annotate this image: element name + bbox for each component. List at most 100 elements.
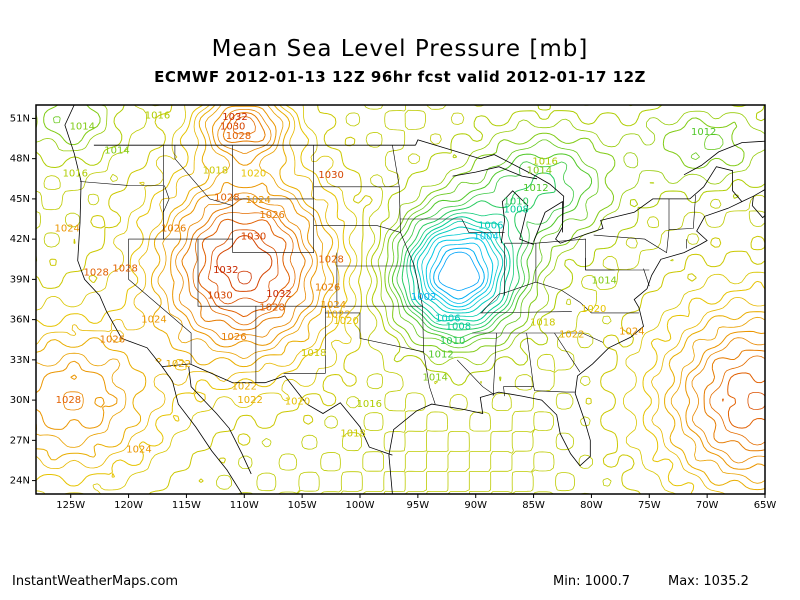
isobar-label-48: 1008: [446, 321, 471, 332]
pacific-coastline: [64, 105, 243, 494]
isobar-label-8: 1020: [241, 168, 266, 179]
isobar-label-13: 1030: [241, 232, 266, 243]
lat-tick-label-4: 39N: [10, 274, 30, 285]
isobar-1019: [36, 105, 765, 494]
isobar-1015: [36, 105, 765, 366]
isobar-label-1: 1016: [145, 111, 170, 122]
isobar-label-19: 1028: [318, 254, 343, 265]
lat-tick-label-6: 33N: [10, 355, 30, 366]
isobar-label-46: 1002: [411, 292, 436, 303]
isobar-label-57: 1024: [619, 327, 644, 338]
state-border-27: [585, 257, 615, 271]
isobar-label-50: 1012: [428, 350, 453, 361]
isobar-label-5: 1014: [104, 146, 129, 157]
max-pressure-label: Max: 1035.2: [668, 574, 749, 589]
isobar-label-41: 1012: [523, 183, 548, 194]
lake-michigan: [500, 190, 534, 245]
isobar-label-34: 1020: [285, 396, 310, 407]
lon-tick-label-11: 70W: [696, 500, 719, 511]
gulf-of-california-coast: [188, 366, 252, 475]
isobar-1003: [429, 242, 489, 304]
isobar-label-17: 1028: [112, 264, 137, 275]
isobar-1012: [391, 153, 593, 344]
lon-tick-label-9: 80W: [580, 500, 603, 511]
state-border-0: [128, 145, 192, 364]
isobar-label-30: 1022: [166, 359, 191, 370]
isobar-1004: [425, 237, 494, 308]
lon-tick-label-2: 115W: [172, 500, 201, 511]
isobar-1018: [36, 105, 765, 494]
lat-tick-label-2: 45N: [10, 194, 30, 205]
state-border-1: [79, 181, 164, 186]
isobar-label-22: 1032: [266, 289, 291, 300]
lat-tick-label-1: 48N: [10, 154, 30, 165]
lon-tick-label-7: 90W: [464, 500, 487, 511]
map-title: Mean Sea Level Pressure [mb]: [211, 36, 589, 62]
isobar-1005: [421, 232, 499, 311]
isobar-label-9: 1030: [318, 170, 343, 181]
isobar-1023: [36, 105, 765, 484]
lake-huron: [533, 200, 563, 242]
isobar-1030: [216, 235, 273, 292]
isobar-1010: [401, 172, 556, 331]
isobar-1006: [416, 226, 504, 314]
us-mexico-border: [162, 363, 393, 456]
isobar-label-16: 1028: [83, 268, 108, 279]
lat-tick-label-8: 27N: [10, 435, 30, 446]
state-border-23: [554, 332, 581, 373]
state-border-13: [392, 145, 436, 405]
map-borders: [64, 105, 765, 494]
great-lakes-border: [415, 139, 743, 244]
isobar-label-33: 1022: [237, 395, 262, 406]
isobar-label-56: 1022: [559, 329, 584, 340]
state-border-22: [533, 386, 576, 393]
isobar-1016: [36, 105, 765, 386]
lat-tick-label-5: 36N: [10, 315, 30, 326]
isobar-1013: [53, 116, 724, 349]
lon-tick-label-6: 95W: [407, 500, 430, 511]
isobar-1002: [433, 247, 485, 300]
state-border-21: [503, 332, 534, 397]
isobar-label-25: 1022: [325, 309, 350, 320]
isobar-label-3: 1030: [220, 122, 245, 133]
isobar-label-14: 1024: [54, 223, 79, 234]
lon-tick-label-1: 120W: [114, 500, 143, 511]
state-border-20: [492, 332, 497, 397]
isobar-label-47: 1006: [435, 313, 460, 324]
isobar-label-53: 1014: [591, 276, 616, 287]
isobar-label-10: 1028: [214, 193, 239, 204]
isobar-lines: [36, 105, 765, 494]
state-border-18: [472, 332, 604, 343]
isobar-label-11: 1024: [245, 195, 270, 206]
isobar-label-37: 1028: [56, 395, 81, 406]
isobar-1014: [43, 105, 745, 353]
isobar-label-12: 1026: [259, 210, 284, 221]
map-subtitle: ECMWF 2012-01-13 12Z 96hr fcst valid 201…: [154, 68, 646, 86]
isobar-1024: [36, 105, 765, 470]
lat-tick-label-7: 30N: [10, 395, 30, 406]
state-border-3: [197, 239, 257, 383]
lon-tick-label-10: 75W: [638, 500, 661, 511]
lon-tick-label-4: 105W: [288, 500, 317, 511]
lat-tick-label-3: 42N: [10, 234, 30, 245]
isobar-1022: [36, 105, 765, 491]
isobar-label-15: 1026: [161, 223, 186, 234]
isobar-label-42: 1010: [503, 197, 528, 208]
isobar-1031: [237, 270, 252, 285]
lon-tick-label-5: 100W: [346, 500, 375, 511]
isobar-label-32: 1022: [232, 382, 257, 393]
atlantic-gulf-coastline: [388, 189, 765, 494]
isobar-1020: [36, 105, 765, 494]
isobar-label-43: 1008: [503, 205, 528, 216]
min-pressure-label: Min: 1000.7: [553, 574, 631, 589]
isobar-1001: [437, 251, 480, 291]
isobar-label-20: 1026: [315, 282, 340, 293]
isobar-label-23: 1028: [259, 303, 284, 314]
state-border-12: [325, 312, 424, 353]
nova-scotia-coast: [751, 188, 765, 219]
state-border-29: [668, 194, 696, 230]
isobar-1008: [409, 216, 511, 322]
lon-tick-label-12: 65W: [754, 500, 777, 511]
isobar-label-51: 1014: [422, 372, 447, 383]
